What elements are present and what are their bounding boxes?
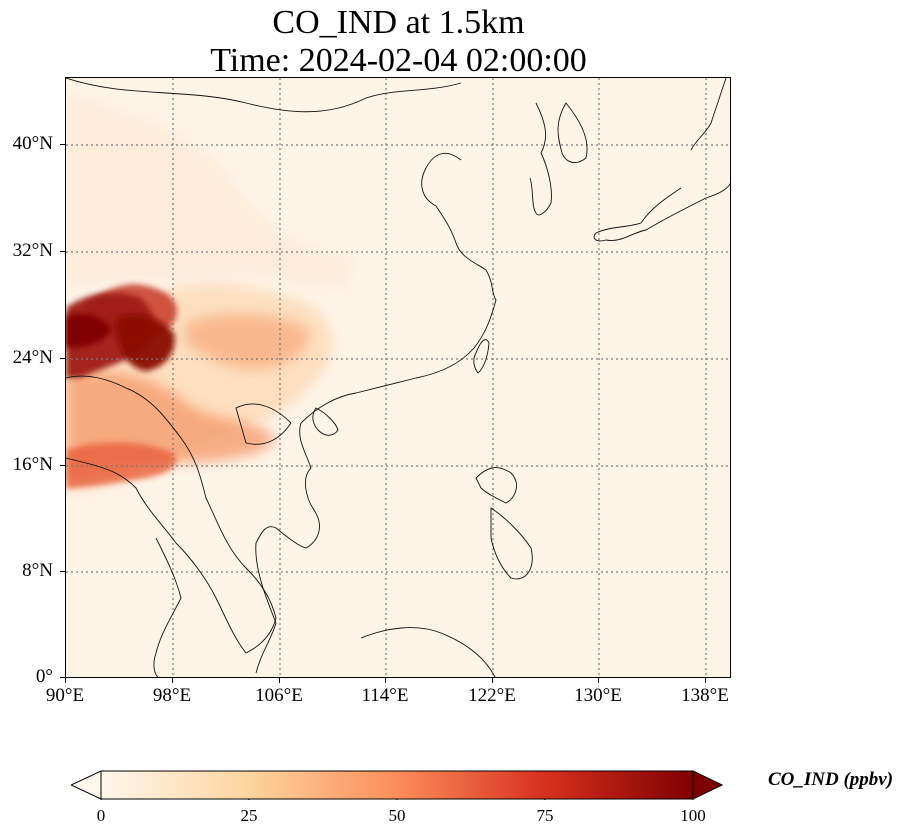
lon-tick-label: 98°E bbox=[152, 685, 192, 706]
colorbar-extend-high bbox=[692, 770, 723, 800]
colorbar-label: CO_IND (ppbv) bbox=[768, 769, 894, 790]
colorbar-gradient bbox=[100, 770, 694, 800]
lat-tick-label: 32°N bbox=[12, 240, 53, 261]
colorbar-tick-label: 75 bbox=[536, 806, 554, 825]
colorbar-tick-label: 25 bbox=[240, 806, 258, 825]
lat-tick-label: 8°N bbox=[22, 560, 53, 581]
co-concentration-field bbox=[66, 93, 356, 493]
colorbar-tick-label: 0 bbox=[96, 806, 106, 825]
colorbar-tick-label: 50 bbox=[388, 806, 406, 825]
lat-tick-label: 24°N bbox=[12, 347, 53, 368]
lon-tick-label: 114°E bbox=[361, 685, 409, 706]
lon-tick-label: 122°E bbox=[468, 685, 516, 706]
colorbar-extend-low bbox=[71, 770, 102, 800]
lat-tick-label: 16°N bbox=[12, 454, 53, 475]
lon-tick-label: 90°E bbox=[45, 685, 85, 706]
map-canvas bbox=[66, 78, 730, 677]
map-panel bbox=[65, 77, 731, 678]
lat-tick-label: 40°N bbox=[12, 133, 53, 154]
lon-tick-label: 138°E bbox=[681, 685, 729, 706]
colorbar bbox=[71, 770, 723, 800]
lat-tick-label: 0° bbox=[35, 666, 53, 687]
map-subtitle-time: Time: 2024-02-04 02:00:00 bbox=[210, 42, 587, 79]
colorbar-tick-label: 100 bbox=[680, 806, 706, 825]
coastlines bbox=[66, 78, 730, 677]
lon-tick-label: 130°E bbox=[574, 685, 622, 706]
map-title: CO_IND at 1.5km bbox=[272, 4, 525, 41]
map-gridlines bbox=[66, 78, 730, 677]
lon-tick-label: 106°E bbox=[255, 685, 303, 706]
